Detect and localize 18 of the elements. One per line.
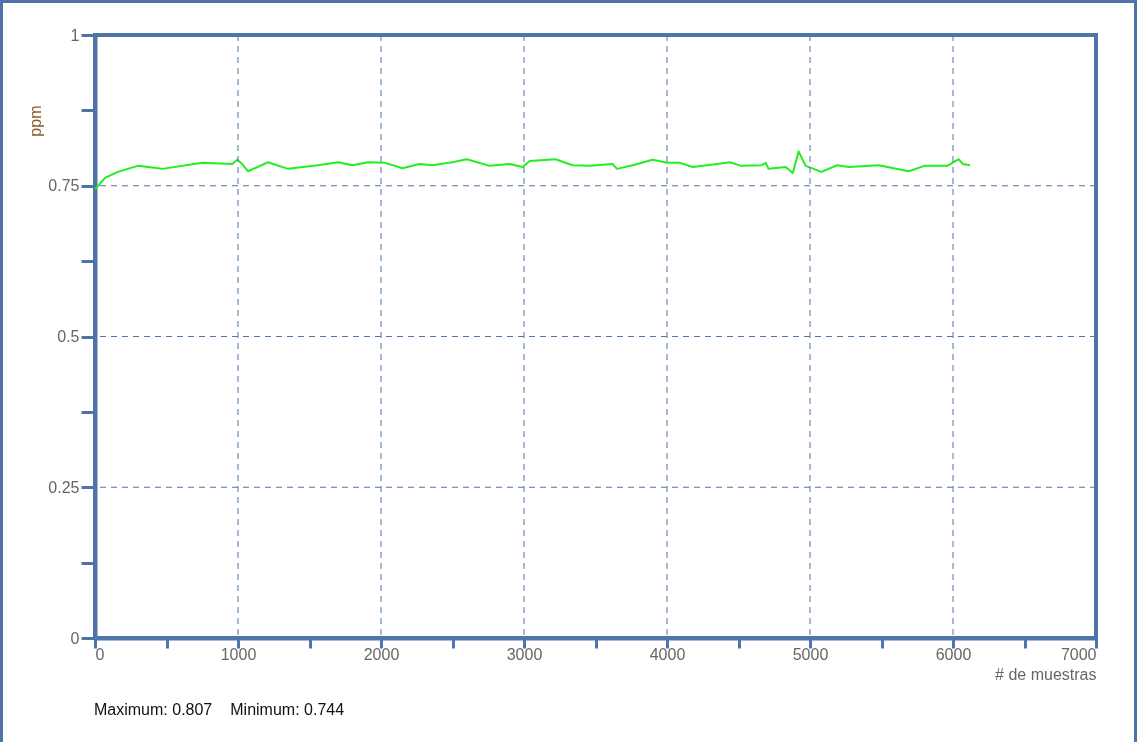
x-tick-label: 0 <box>95 645 105 663</box>
y-tick-label: 0.25 <box>48 478 80 496</box>
x-tick-label: 3000 <box>506 645 543 663</box>
line-series <box>94 150 972 191</box>
y-tick-label: 1 <box>70 26 80 44</box>
x-axis-title: # de muestras <box>995 665 1097 683</box>
x-tick-label: 7000 <box>1060 645 1097 663</box>
y-tick-label: 0.5 <box>57 328 80 345</box>
x-tick-label: 5000 <box>792 645 829 663</box>
x-tick-label: 6000 <box>935 645 972 663</box>
y-tick-label: 0.75 <box>48 177 80 195</box>
y-axis-title: ppm <box>26 105 44 137</box>
x-tick-label: 4000 <box>649 645 686 663</box>
x-tick-label: 1000 <box>220 645 257 663</box>
text: Maximum: 0.807 <box>94 701 213 718</box>
x-tick-label: 2000 <box>363 645 400 663</box>
text: Minimum: 0.744 <box>230 701 345 718</box>
y-tick-label: 0 <box>70 629 80 647</box>
